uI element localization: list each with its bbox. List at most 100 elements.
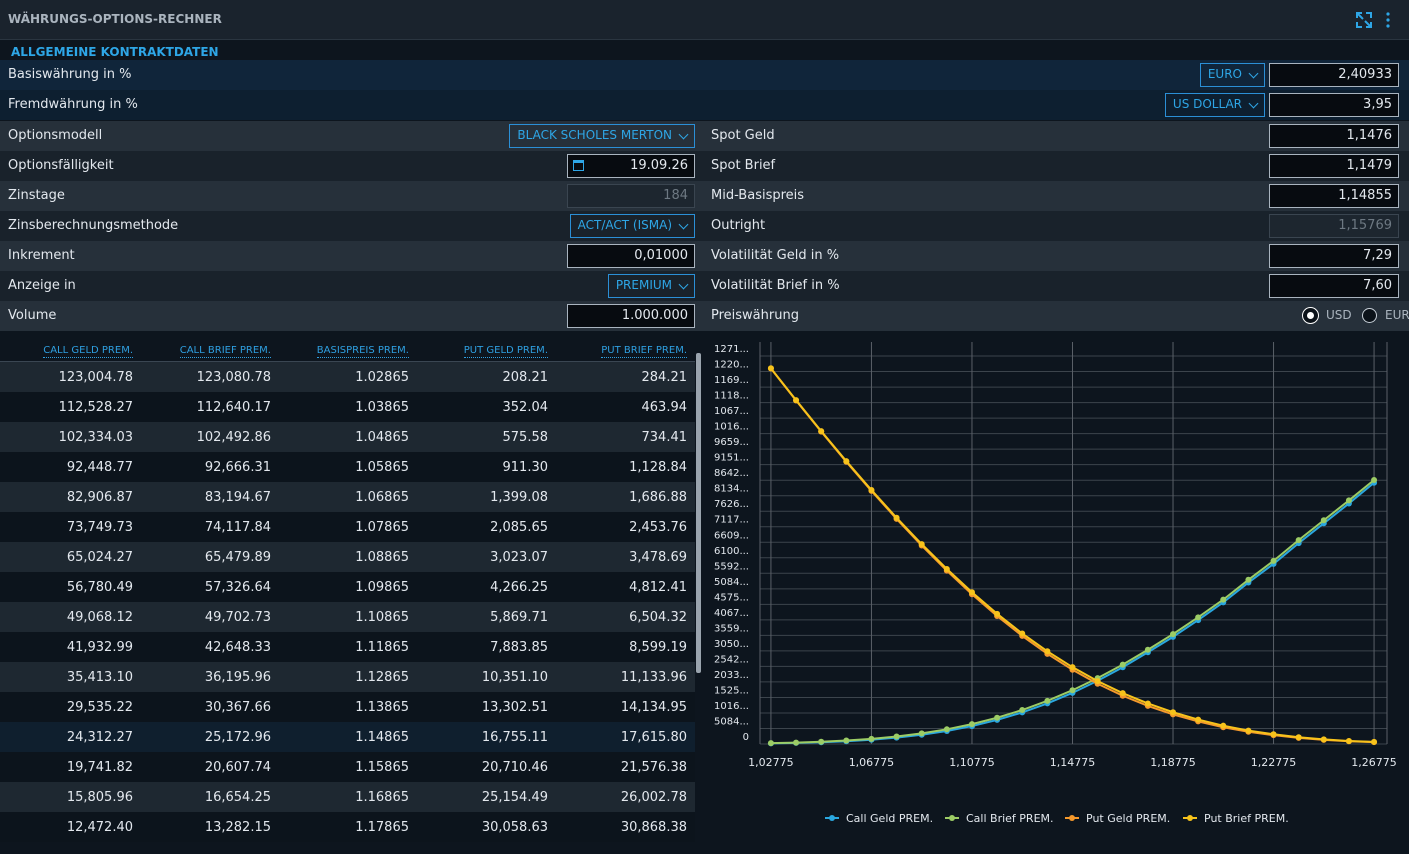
table-row[interactable]: 35,413.10 36,195.96 1.12865 10,351.10 11,133… bbox=[0, 662, 695, 692]
value-input[interactable]: 1,1476 bbox=[1269, 124, 1399, 148]
form-row: Inkrement 0,01000 Volatilität Geld in % 7,2… bbox=[0, 241, 1409, 271]
form-row: Zinstage 184 Mid-Basispreis 1,14855 bbox=[0, 181, 1409, 211]
value-input[interactable]: 2,40933 bbox=[1269, 63, 1399, 87]
legend-swatch bbox=[1187, 815, 1193, 821]
cell: 25,172.96 bbox=[204, 730, 271, 745]
table-row[interactable]: 73,749.73 74,117.84 1.07865 2,085.65 2,453.7… bbox=[0, 512, 695, 542]
value-input[interactable]: 7,60 bbox=[1269, 274, 1399, 298]
table-row[interactable]: 102,334.03 102,492.86 1.04865 575.58 734.41 bbox=[0, 422, 695, 452]
cell: 1.14865 bbox=[355, 730, 409, 745]
calendar-icon bbox=[573, 160, 584, 171]
y-tick-label: 5084... bbox=[714, 716, 749, 727]
cell: 3,478.69 bbox=[629, 550, 687, 565]
value-input[interactable]: 1.000.000 bbox=[567, 304, 695, 328]
radio[interactable] bbox=[1362, 308, 1377, 323]
value-input[interactable]: 3,95 bbox=[1269, 93, 1399, 117]
column-header[interactable]: BASISPREIS PREM. bbox=[316, 345, 409, 358]
point bbox=[968, 589, 975, 596]
cell: 123,004.78 bbox=[58, 370, 133, 385]
column-header[interactable]: CALL BRIEF PREM. bbox=[179, 345, 271, 358]
select[interactable]: BLACK SCHOLES MERTON bbox=[509, 124, 695, 148]
cell: 36,195.96 bbox=[204, 670, 271, 685]
table-row[interactable]: 49,068.12 49,702.73 1.10865 5,869.71 6,504.3… bbox=[0, 602, 695, 632]
legend-swatch bbox=[949, 815, 955, 821]
point bbox=[1270, 731, 1277, 738]
table-row[interactable]: 65,024.27 65,479.89 1.08865 3,023.07 3,478.6… bbox=[0, 542, 695, 572]
field-label: Outright bbox=[711, 218, 766, 233]
point bbox=[1220, 596, 1227, 603]
cell: 1.07865 bbox=[355, 520, 409, 535]
point bbox=[1320, 517, 1327, 524]
table-row[interactable]: 82,906.87 83,194.67 1.06865 1,399.08 1,686.8… bbox=[0, 482, 695, 512]
y-tick-label: 1067... bbox=[714, 406, 749, 417]
cell: 112,640.17 bbox=[196, 400, 271, 415]
cell: 1.04865 bbox=[355, 430, 409, 445]
point bbox=[1044, 648, 1051, 655]
point bbox=[818, 428, 825, 435]
currency-select[interactable]: US DOLLAR bbox=[1164, 93, 1265, 117]
column-header[interactable]: PUT BRIEF PREM. bbox=[601, 345, 687, 358]
point bbox=[843, 737, 850, 744]
radio[interactable] bbox=[1303, 308, 1318, 323]
value-input[interactable]: 0,01000 bbox=[567, 244, 695, 268]
cell: 49,068.12 bbox=[66, 610, 133, 625]
point bbox=[1371, 738, 1378, 745]
cell: 6,504.32 bbox=[629, 610, 687, 625]
radio-label: EUR bbox=[1385, 308, 1409, 322]
table-row[interactable]: 12,472.40 13,282.15 1.17865 30,058.63 30,868… bbox=[0, 812, 695, 842]
scrollbar[interactable] bbox=[696, 353, 701, 673]
cell: 7,883.85 bbox=[490, 640, 548, 655]
cell: 208.21 bbox=[502, 370, 549, 385]
point bbox=[1069, 687, 1076, 694]
point bbox=[1094, 678, 1101, 685]
cell: 123,080.78 bbox=[196, 370, 271, 385]
table-row[interactable]: 24,312.27 25,172.96 1.14865 16,755.11 17,615… bbox=[0, 722, 695, 752]
select[interactable]: PREMIUM bbox=[607, 274, 695, 298]
table-row[interactable]: 123,004.78 123,080.78 1.02865 208.21 284.21 bbox=[0, 362, 695, 392]
cell: 10,351.10 bbox=[481, 670, 548, 685]
cell: 56,780.49 bbox=[66, 580, 133, 595]
cell: 4,266.25 bbox=[490, 580, 548, 595]
y-tick-label: 1118... bbox=[714, 391, 749, 402]
table-row[interactable]: 19,741.82 20,607.74 1.15865 20,710.46 21,576… bbox=[0, 752, 695, 782]
cell: 41,932.99 bbox=[66, 640, 133, 655]
cell: 73,749.73 bbox=[66, 520, 133, 535]
cell: 2,453.76 bbox=[629, 520, 687, 535]
cell: 1.08865 bbox=[355, 550, 409, 565]
y-tick-label: 7117... bbox=[714, 515, 749, 526]
header-icons[interactable] bbox=[1354, 10, 1399, 30]
column-header[interactable]: PUT GELD PREM. bbox=[463, 345, 548, 358]
point bbox=[793, 397, 800, 404]
cell: 1.10865 bbox=[355, 610, 409, 625]
cell: 1.02865 bbox=[355, 370, 409, 385]
y-tick-label: 9151... bbox=[714, 453, 749, 464]
table-row[interactable]: 15,805.96 16,654.25 1.16865 25,154.49 26,002… bbox=[0, 782, 695, 812]
currency-select[interactable]: EURO bbox=[1199, 63, 1265, 87]
field-label: Volatilität Brief in % bbox=[711, 278, 840, 293]
table-row[interactable]: 56,780.49 57,326.64 1.09865 4,266.25 4,812.4… bbox=[0, 572, 695, 602]
legend-label: Put Brief PREM. bbox=[1204, 812, 1289, 825]
cell: 5,869.71 bbox=[490, 610, 548, 625]
form-row: Volume 1.000.000 Preiswährung USD EUR bbox=[0, 301, 1409, 331]
cell: 1.13865 bbox=[355, 700, 409, 715]
table-row[interactable]: 92,448.77 92,666.31 1.05865 911.30 1,128.84 bbox=[0, 452, 695, 482]
value-input[interactable]: 7,29 bbox=[1269, 244, 1399, 268]
table-row[interactable]: 41,932.99 42,648.33 1.11865 7,883.85 8,599.1… bbox=[0, 632, 695, 662]
value-input[interactable]: 1,14855 bbox=[1269, 184, 1399, 208]
value-input: 1,15769 bbox=[1269, 214, 1399, 238]
column-header[interactable]: CALL GELD PREM. bbox=[43, 345, 133, 358]
premium-table: CALL GELD PREM. CALL BRIEF PREM. BASISPREI… bbox=[0, 335, 705, 854]
legend-swatch bbox=[1069, 815, 1075, 821]
legend-label: Call Brief PREM. bbox=[966, 812, 1054, 825]
value-input[interactable]: 1,1479 bbox=[1269, 154, 1399, 178]
point bbox=[994, 610, 1001, 617]
field-label: Mid-Basispreis bbox=[711, 188, 805, 203]
cell: 352.04 bbox=[502, 400, 549, 415]
table-row[interactable]: 29,535.22 30,367.66 1.13865 13,302.51 14,134… bbox=[0, 692, 695, 722]
cell: 575.58 bbox=[502, 430, 549, 445]
table-row[interactable]: 112,528.27 112,640.17 1.03865 352.04 463.94 bbox=[0, 392, 695, 422]
cell: 26,002.78 bbox=[620, 790, 687, 805]
point bbox=[767, 740, 774, 747]
date-input[interactable]: 19.09.26 bbox=[567, 154, 695, 178]
select[interactable]: ACT/ACT (ISMA) bbox=[569, 214, 695, 238]
